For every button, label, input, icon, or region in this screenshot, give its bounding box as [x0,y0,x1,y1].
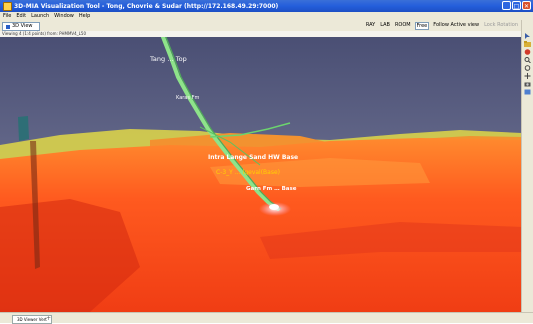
app-icon [3,1,12,11]
add-tab-button[interactable]: + [46,315,52,322]
status-text: Viewing 4 (1:4 points) from: PHMMV4_L50 [0,31,524,37]
light-band [210,158,430,187]
ray-button[interactable]: RAY [365,22,376,28]
label-top: Tang … Top [149,55,187,63]
label-well: C-3_Y … lgeval(Base) [216,169,280,176]
color-icon[interactable] [524,49,531,55]
menu-launch[interactable]: Launch [31,13,50,19]
well-trajectory-main [161,37,280,211]
settings-icon[interactable] [524,89,531,95]
follow-active-view-button[interactable]: Follow Active view [433,22,480,28]
menu-edit[interactable]: Edit [16,13,27,19]
well-trajectory-main-shade [165,37,282,210]
lock-rotation-button[interactable]: Lock Rotation [484,22,518,28]
left-teal-block [18,116,29,141]
target-core [269,204,279,210]
maximize-button[interactable]: □ [512,1,521,10]
window-controls: _ □ ✕ [502,1,531,10]
pan-icon[interactable] [524,73,531,79]
3d-viewport[interactable]: Tang … Top Karas Fm Intra Lange Sand HW … [0,37,522,312]
label-hw-base: Intra Lange Sand HW Base [208,154,298,161]
red-streak [260,222,522,259]
rotate-icon[interactable] [524,65,531,71]
tool-sidebar [521,20,533,312]
room-button[interactable]: ROOM [394,22,411,28]
well-trajectory-branch [209,122,291,138]
scene-canvas[interactable]: Tang … Top Karas Fm Intra Lange Sand HW … [0,37,522,312]
close-button[interactable]: ✕ [522,1,531,10]
folder-icon[interactable] [524,41,531,47]
menu-window[interactable]: Window [54,13,74,19]
tab-3d-view[interactable]: 3D View [2,22,40,31]
select-icon[interactable] [524,33,531,39]
minimize-button[interactable]: _ [502,1,511,10]
well-trajectory-branch-2 [199,126,261,166]
bottom-tab-bar: 3D Viewer Vert + [0,312,533,324]
label-garn: Garn Fm … Base [246,186,297,192]
view-mode-buttons: RAY LAB ROOM Free Follow Active view Loc… [365,22,519,30]
title-bar: 3D-MIA Visualization Tool - Tong, Chovri… [0,0,533,12]
left-dark-post [30,141,40,269]
window-title: 3D-MIA Visualization Tool - Tong, Chovri… [14,2,279,10]
zoom-icon[interactable] [524,57,531,63]
tab-label: 3D View [12,23,33,29]
menu-bar: File Edit Launch Window Help [0,12,533,20]
label-upper: Karas Fm [176,95,199,101]
menu-help[interactable]: Help [78,13,91,19]
menu-file[interactable]: File [3,13,12,19]
lab-button[interactable]: LAB [380,22,390,28]
view-icon [6,24,10,29]
camera-icon[interactable] [524,81,531,87]
free-button[interactable]: Free [414,22,430,30]
